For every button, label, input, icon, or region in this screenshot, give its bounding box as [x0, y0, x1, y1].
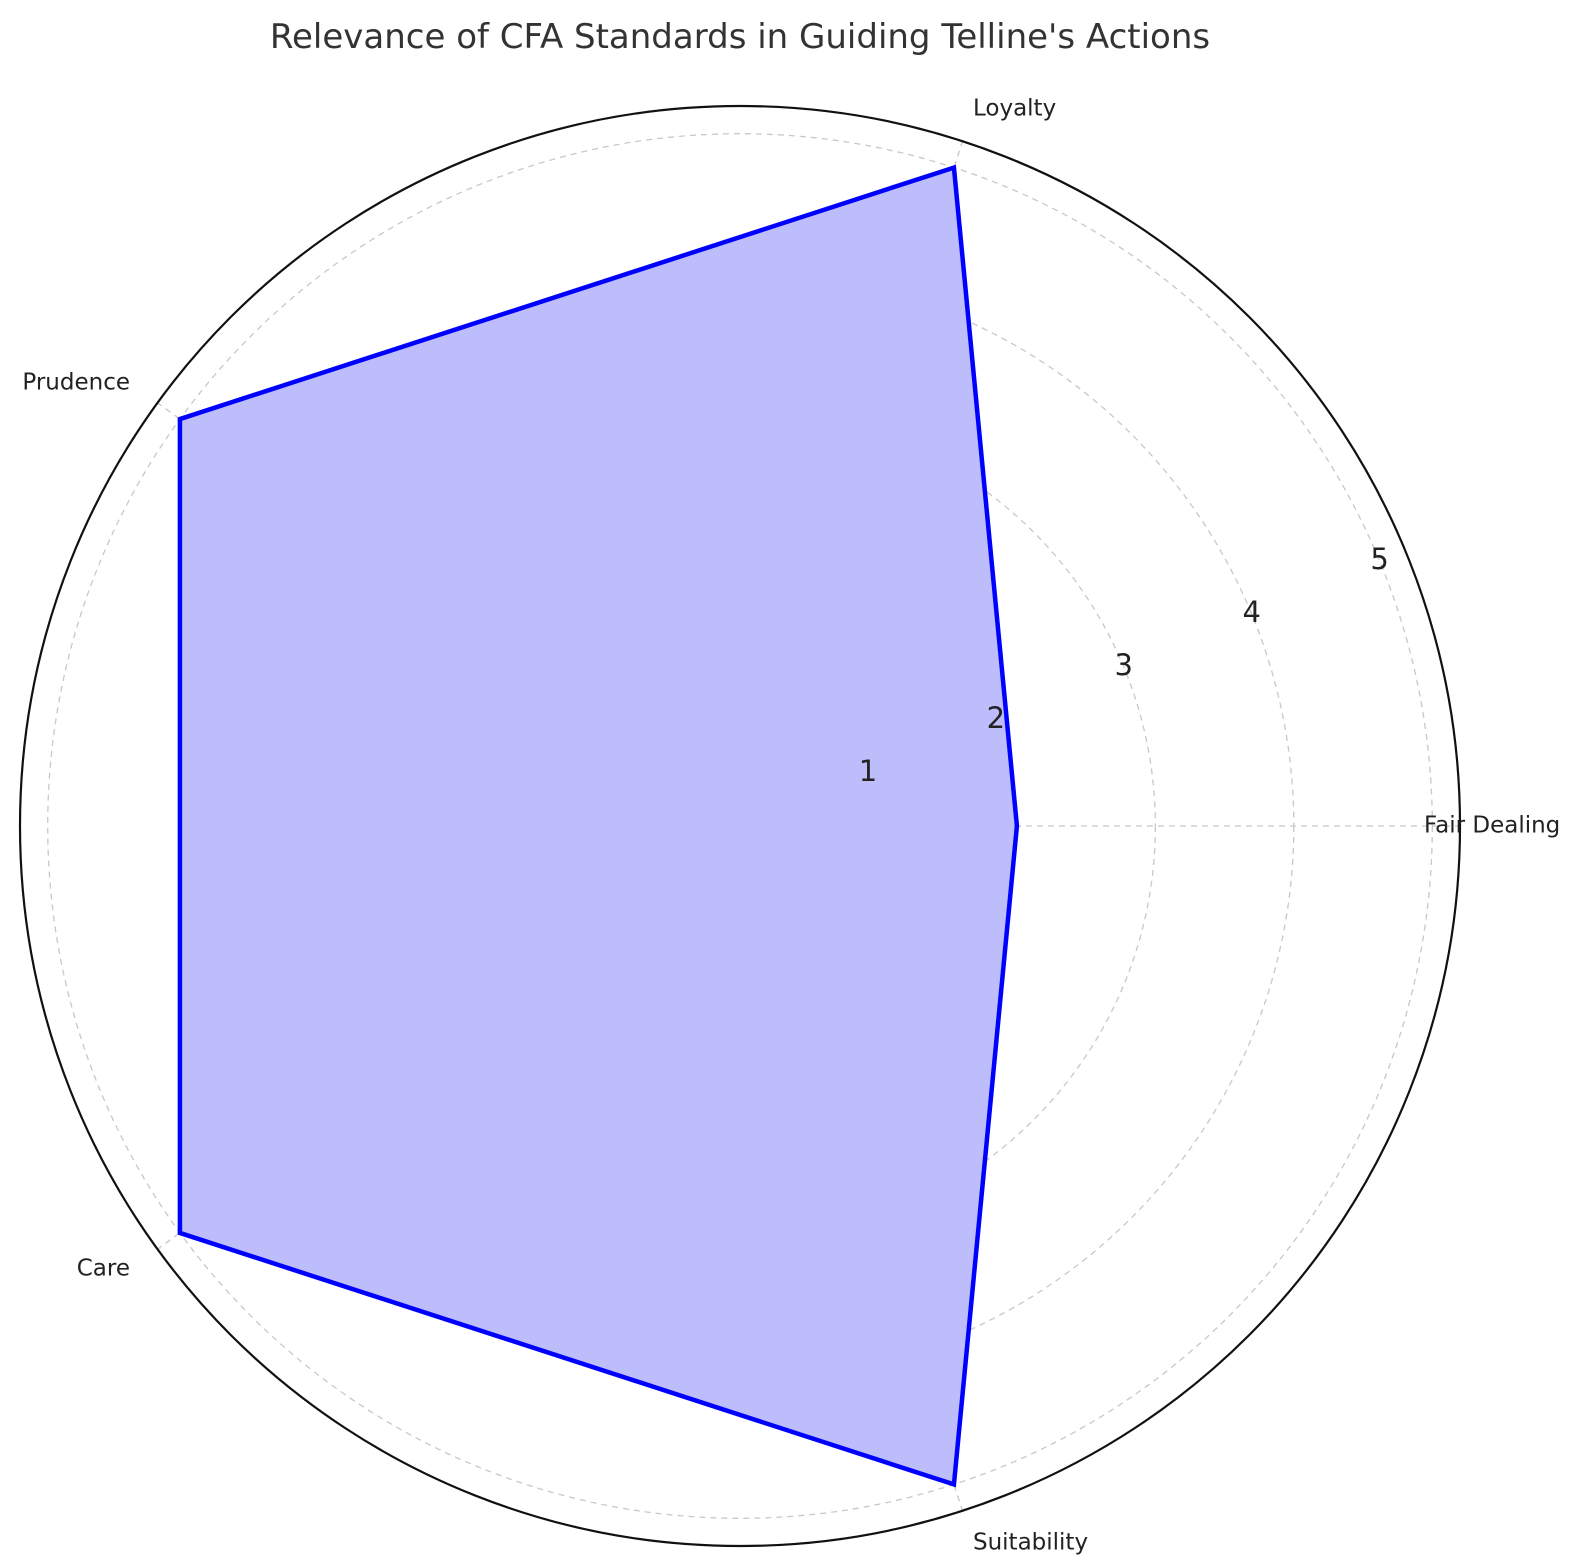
- frame-layer: [18, 104, 1462, 1548]
- grid-circle-5: [47, 133, 1433, 1519]
- r-tick-label-2: 2: [987, 701, 1005, 735]
- polar-frame: [18, 104, 1462, 1548]
- category-label-care: Care: [77, 1256, 130, 1282]
- label-layer: Fair Dealing Loyalty Prudence Care Suitabili…: [22, 95, 1560, 1555]
- r-tick-label-1: 1: [859, 754, 877, 788]
- chart-title: Relevance of CFA Standards in Guiding Te…: [270, 17, 1210, 57]
- category-label-fair-dealing: Fair Dealing: [1424, 813, 1560, 839]
- category-label-loyalty: Loyalty: [973, 95, 1056, 121]
- r-tick-label-5: 5: [1370, 542, 1388, 576]
- r-tick-label-4: 4: [1242, 595, 1260, 629]
- series-area: [179, 167, 1017, 1485]
- r-tick-label-3: 3: [1115, 648, 1133, 682]
- category-label-prudence: Prudence: [22, 369, 130, 395]
- category-label-suitability: Suitability: [973, 1530, 1088, 1556]
- series-line: [177, 164, 1020, 1488]
- data-layer: [177, 164, 1020, 1488]
